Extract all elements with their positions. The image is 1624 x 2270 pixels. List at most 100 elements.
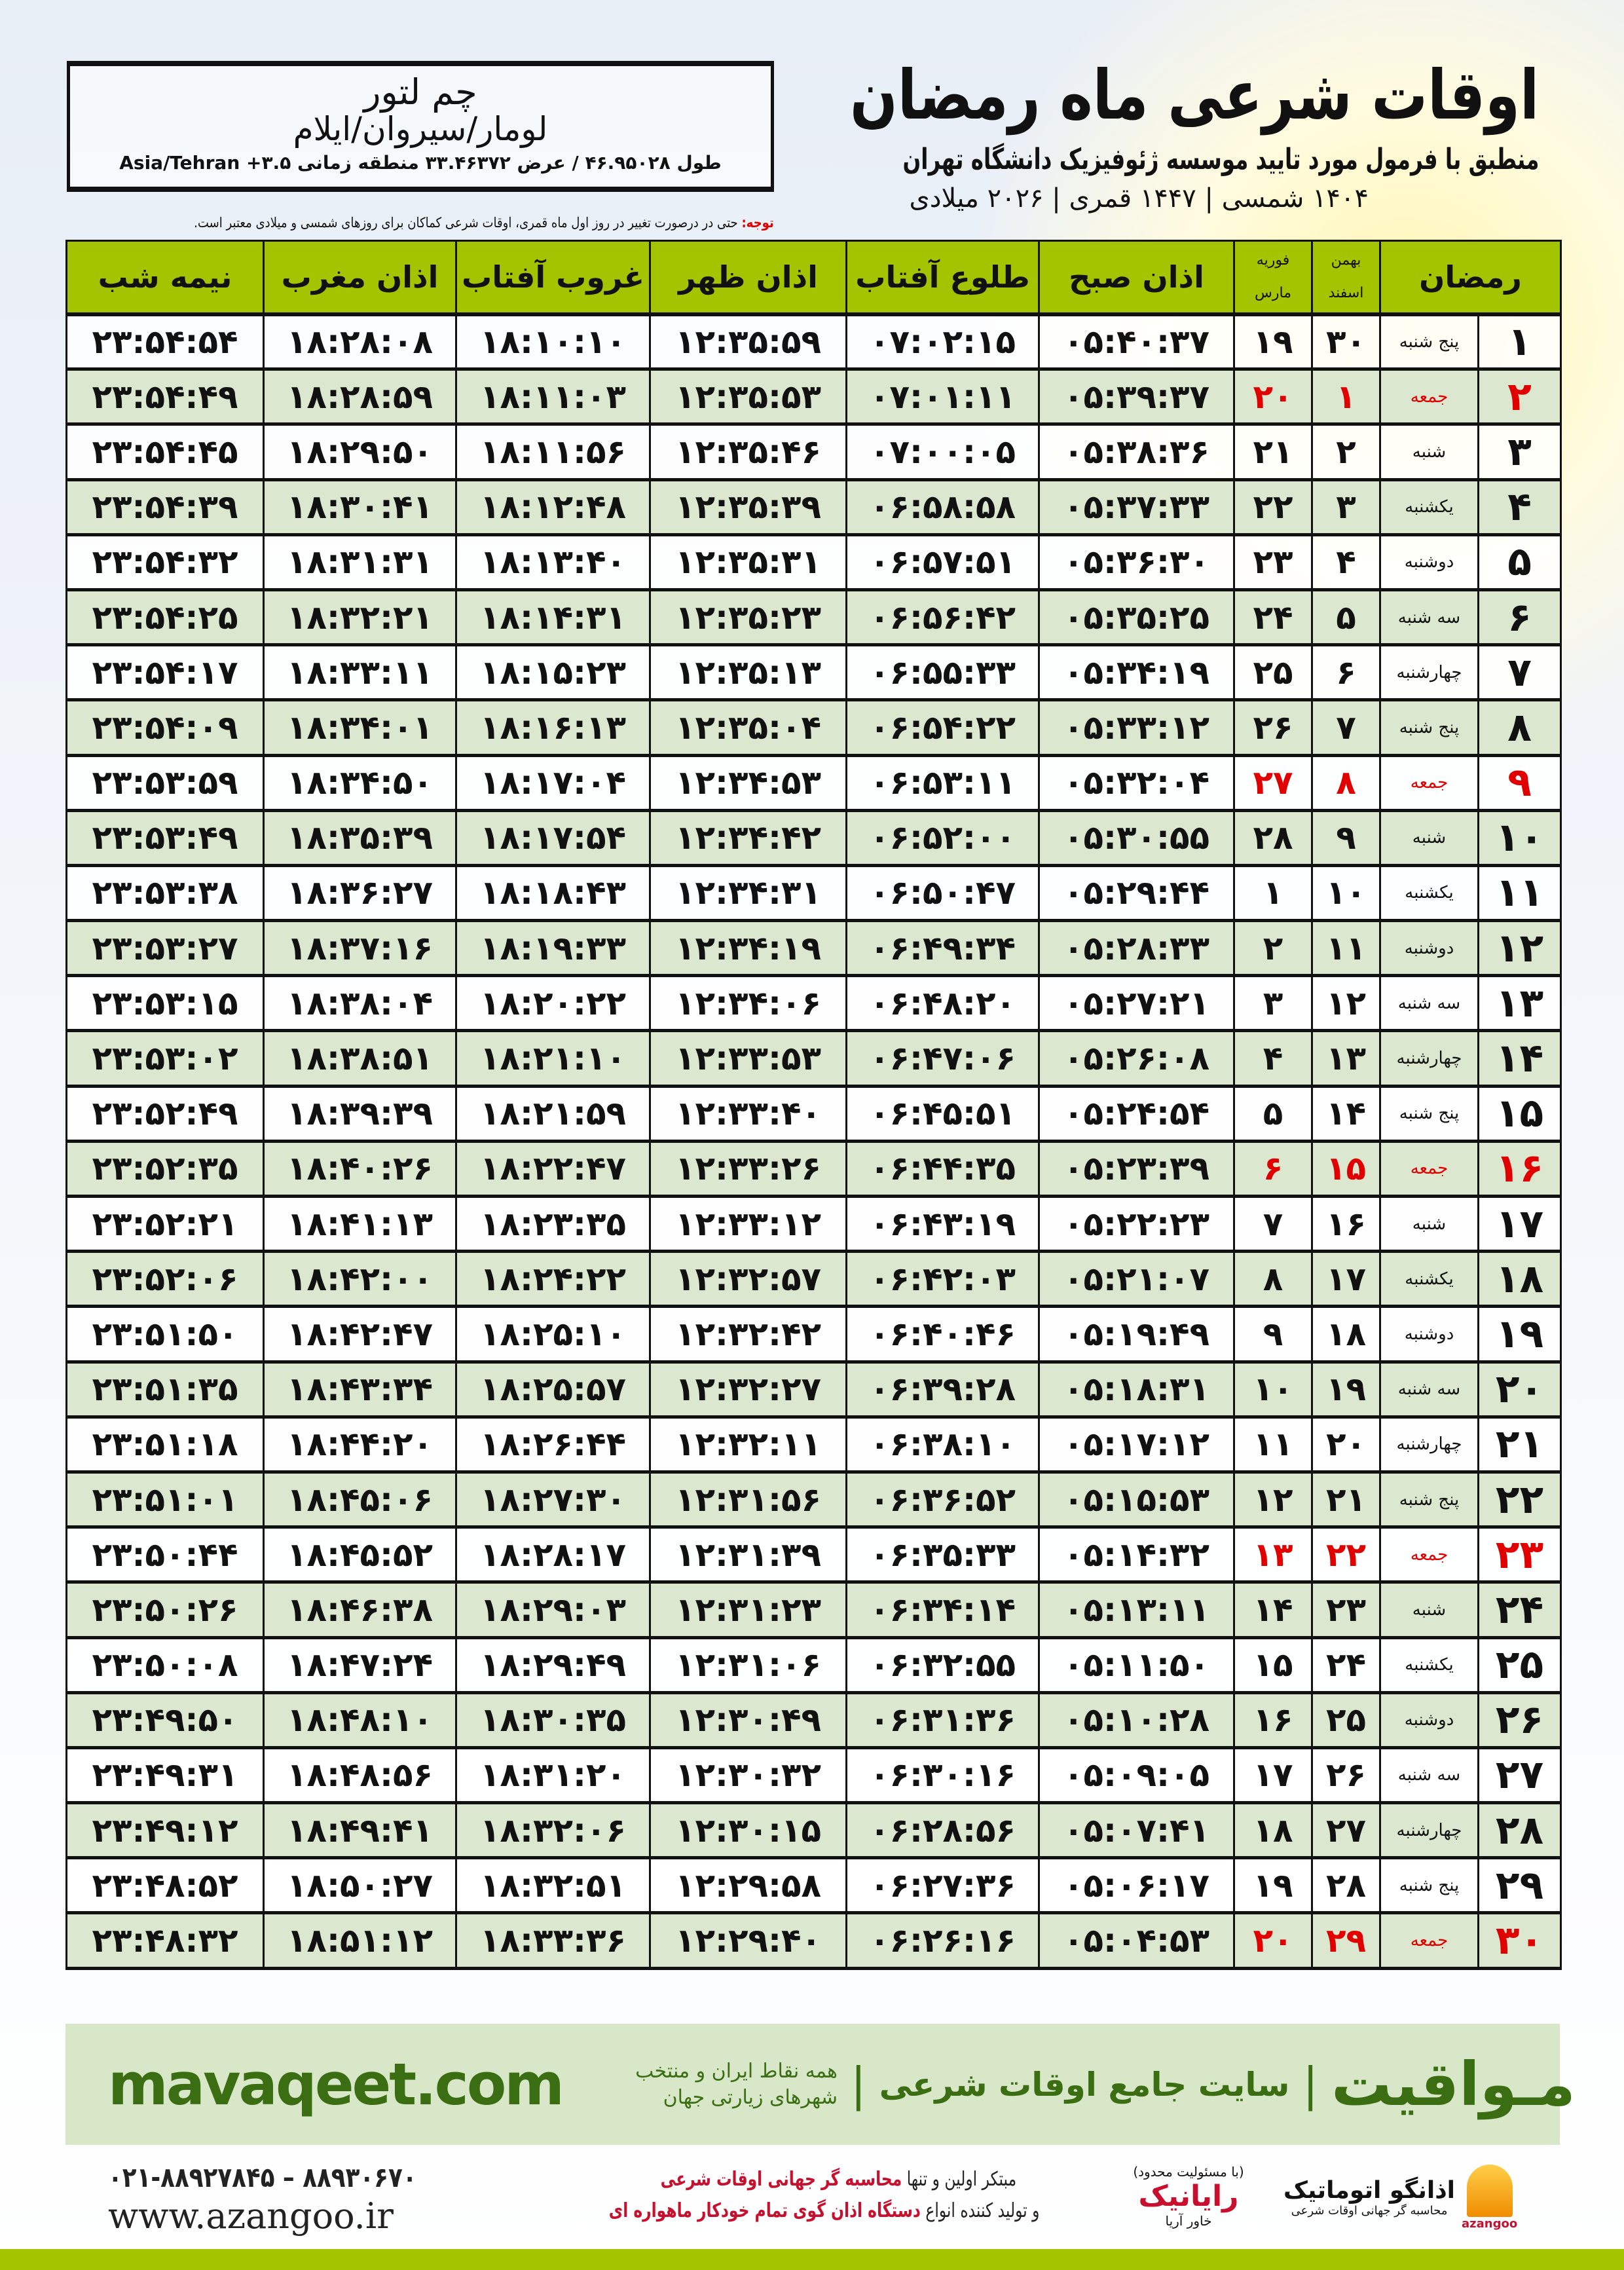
cell-gregorian-day: ۸ bbox=[1233, 1250, 1313, 1309]
cell-gregorian-day: ۲۸ bbox=[1233, 809, 1313, 867]
cell-dhuhr: ۱۲:۳۱:۰۶ bbox=[649, 1636, 847, 1694]
cell-maghrib: ۱۸:۴۸:۱۰ bbox=[263, 1691, 457, 1749]
cell-fajr: ۰۵:۴۰:۳۷ bbox=[1038, 312, 1235, 371]
cell-ramadan: ۲۰ bbox=[1477, 1360, 1562, 1419]
cell-gregorian-day: ۱۹ bbox=[1233, 312, 1313, 371]
cell-maghrib: ۱۸:۴۷:۲۴ bbox=[263, 1636, 457, 1694]
region-name: لومار/سیروان/ایلام bbox=[293, 110, 548, 148]
cell-fajr: ۰۵:۳۴:۱۹ bbox=[1038, 644, 1235, 702]
cell-maghrib: ۱۸:۲۹:۵۰ bbox=[263, 423, 457, 481]
cell-persian-day: ۲۴ bbox=[1311, 1636, 1381, 1694]
table-row: ۱۱ یکشنبه ۱۰ ۱ ۰۵:۲۹:۴۴ ۰۶:۵۰:۴۷ ۱۲:۳۴:۳۱ ۱۸:۱۸… bbox=[65, 864, 1562, 923]
cell-dhuhr: ۱۲:۳۴:۱۹ bbox=[649, 920, 847, 978]
cell-fajr: ۰۵:۰۹:۰۵ bbox=[1038, 1746, 1235, 1805]
cell-fajr: ۰۵:۳۹:۳۷ bbox=[1038, 368, 1235, 426]
cell-ramadan: ۲۵ bbox=[1477, 1636, 1562, 1694]
cell-dhuhr: ۱۲:۳۰:۱۵ bbox=[649, 1802, 847, 1860]
cell-sunset: ۱۸:۱۵:۲۳ bbox=[455, 644, 651, 702]
cell-maghrib: ۱۸:۴۰:۲۶ bbox=[263, 1140, 457, 1199]
table-row: ۲۸ چهارشنبه ۲۷ ۱۸ ۰۵:۰۷:۴۱ ۰۶:۲۸:۵۶ ۱۲:۳۰:۱۵ ۱۸… bbox=[65, 1802, 1562, 1860]
cell-dhuhr: ۱۲:۳۱:۵۶ bbox=[649, 1470, 847, 1529]
cell-sunrise: ۰۶:۳۲:۵۵ bbox=[845, 1636, 1040, 1694]
cell-maghrib: ۱۸:۳۶:۲۷ bbox=[263, 864, 457, 923]
cell-persian-day: ۸ bbox=[1311, 754, 1381, 812]
cell-sunrise: ۰۶:۳۰:۱۶ bbox=[845, 1746, 1040, 1805]
cell-weekday: سه شنبه bbox=[1378, 588, 1480, 647]
cell-dhuhr: ۱۲:۳۲:۴۲ bbox=[649, 1305, 847, 1364]
header-dhuhr: اذان ظهر bbox=[649, 240, 847, 316]
cell-ramadan: ۱۶ bbox=[1477, 1140, 1562, 1199]
cell-weekday: دوشنبه bbox=[1378, 533, 1480, 591]
cell-dhuhr: ۱۲:۳۱:۳۹ bbox=[649, 1526, 847, 1584]
cell-sunset: ۱۸:۲۹:۴۹ bbox=[455, 1636, 651, 1694]
cell-gregorian-day: ۲ bbox=[1233, 920, 1313, 978]
cell-dhuhr: ۱۲:۳۳:۵۳ bbox=[649, 1030, 847, 1088]
note-text: حتی در درصورت تغییر در روز اول ماه قمری،… bbox=[194, 215, 742, 231]
cell-maghrib: ۱۸:۴۸:۵۶ bbox=[263, 1746, 457, 1805]
cell-sunset: ۱۸:۳۰:۳۵ bbox=[455, 1691, 651, 1749]
cell-gregorian-day: ۳ bbox=[1233, 975, 1313, 1033]
cell-ramadan: ۱۱ bbox=[1477, 864, 1562, 923]
cell-dhuhr: ۱۲:۳۲:۱۱ bbox=[649, 1415, 847, 1474]
footer: ۰۲۱-۸۸۹۲۷۸۴۵ – ۸۸۹۳۰۶۷۰ www.azangoo.ir م… bbox=[65, 2161, 1560, 2237]
cell-sunset: ۱۸:۳۳:۳۶ bbox=[455, 1912, 651, 1970]
cell-midnight: ۲۳:۴۹:۵۰ bbox=[65, 1691, 265, 1749]
cell-midnight: ۲۳:۵۰:۲۶ bbox=[65, 1581, 265, 1639]
cell-midnight: ۲۳:۵۴:۳۲ bbox=[65, 533, 265, 591]
cell-ramadan: ۷ bbox=[1477, 644, 1562, 702]
slogan-2a: و تولید کننده انواع bbox=[920, 2199, 1040, 2222]
cell-sunrise: ۰۶:۵۲:۰۰ bbox=[845, 809, 1040, 867]
cell-persian-day: ۲۹ bbox=[1311, 1912, 1381, 1970]
cell-sunrise: ۰۶:۳۱:۳۶ bbox=[845, 1691, 1040, 1749]
slogan-1b: محاسبه گر جهانی اوقات شرعی bbox=[660, 2168, 902, 2191]
cell-dhuhr: ۱۲:۳۳:۴۰ bbox=[649, 1085, 847, 1143]
header-esfand: اسفند bbox=[1328, 284, 1364, 301]
cell-dhuhr: ۱۲:۳۲:۲۷ bbox=[649, 1360, 847, 1419]
header-gregorian-month: فوریه مارس bbox=[1233, 240, 1313, 316]
cell-maghrib: ۱۸:۴۹:۴۱ bbox=[263, 1802, 457, 1860]
cell-weekday: پنج شنبه bbox=[1378, 699, 1480, 757]
azangoo-website[interactable]: www.azangoo.ir bbox=[108, 2195, 394, 2237]
cell-maghrib: ۱۸:۳۸:۵۱ bbox=[263, 1030, 457, 1088]
cell-ramadan: ۸ bbox=[1477, 699, 1562, 757]
cell-maghrib: ۱۸:۴۶:۳۸ bbox=[263, 1581, 457, 1639]
mavaqeet-url[interactable]: mavaqeet.com bbox=[108, 2051, 564, 2118]
table-row: ۲۵ یکشنبه ۲۴ ۱۵ ۰۵:۱۱:۵۰ ۰۶:۳۲:۵۵ ۱۲:۳۱:۰۶ ۱۸:۲… bbox=[65, 1636, 1562, 1694]
cell-fajr: ۰۵:۳۳:۱۲ bbox=[1038, 699, 1235, 757]
cell-gregorian-day: ۱۵ bbox=[1233, 1636, 1313, 1694]
phone-numbers: ۰۲۱-۸۸۹۲۷۸۴۵ – ۸۸۹۳۰۶۷۰ bbox=[108, 2161, 417, 2193]
table-row: ۱ پنج شنبه ۳۰ ۱۹ ۰۵:۴۰:۳۷ ۰۷:۰۲:۱۵ ۱۲:۳۵:۵۹ ۱۸:… bbox=[65, 312, 1562, 371]
cell-ramadan: ۱۷ bbox=[1477, 1195, 1562, 1254]
cell-sunrise: ۰۷:۰۱:۱۱ bbox=[845, 368, 1040, 426]
cell-fajr: ۰۵:۳۶:۳۰ bbox=[1038, 533, 1235, 591]
cell-maghrib: ۱۸:۳۴:۵۰ bbox=[263, 754, 457, 812]
cell-ramadan: ۲۹ bbox=[1477, 1857, 1562, 1915]
cell-sunrise: ۰۶:۵۷:۵۱ bbox=[845, 533, 1040, 591]
table-row: ۲۳ جمعه ۲۲ ۱۳ ۰۵:۱۴:۳۲ ۰۶:۳۵:۳۳ ۱۲:۳۱:۳۹ ۱۸:۲۸:… bbox=[65, 1526, 1562, 1584]
header-february: فوریه bbox=[1256, 251, 1290, 269]
header-midnight: نیمه شب bbox=[65, 240, 265, 316]
cell-sunset: ۱۸:۲۶:۴۴ bbox=[455, 1415, 651, 1474]
cell-midnight: ۲۳:۵۲:۴۹ bbox=[65, 1085, 265, 1143]
cell-fajr: ۰۵:۱۸:۳۱ bbox=[1038, 1360, 1235, 1419]
cell-fajr: ۰۵:۳۰:۵۵ bbox=[1038, 809, 1235, 867]
table-row: ۱۵ پنج شنبه ۱۴ ۵ ۰۵:۲۴:۵۴ ۰۶:۴۵:۵۱ ۱۲:۳۳:۴۰ ۱۸:… bbox=[65, 1085, 1562, 1143]
cell-weekday: جمعه bbox=[1378, 754, 1480, 812]
table-row: ۱۶ جمعه ۱۵ ۶ ۰۵:۲۳:۳۹ ۰۶:۴۴:۳۵ ۱۲:۳۳:۲۶ ۱۸:۲۲:۴… bbox=[65, 1140, 1562, 1199]
cell-fajr: ۰۵:۳۵:۲۵ bbox=[1038, 588, 1235, 647]
city-name: چم لتور bbox=[363, 71, 477, 113]
cell-weekday: یکشنبه bbox=[1378, 1250, 1480, 1309]
table-row: ۲۶ دوشنبه ۲۵ ۱۶ ۰۵:۱۰:۲۸ ۰۶:۳۱:۳۶ ۱۲:۳۰:۴۹ ۱۸:۳… bbox=[65, 1691, 1562, 1749]
table-row: ۲ جمعه ۱ ۲۰ ۰۵:۳۹:۳۷ ۰۷:۰۱:۱۱ ۱۲:۳۵:۵۳ ۱۸:۱۱:۰۳… bbox=[65, 368, 1562, 426]
header-sunrise: طلوع آفتاب bbox=[845, 240, 1040, 316]
cell-persian-day: ۹ bbox=[1311, 809, 1381, 867]
cell-gregorian-day: ۱۰ bbox=[1233, 1360, 1313, 1419]
cell-dhuhr: ۱۲:۲۹:۵۸ bbox=[649, 1857, 847, 1915]
cell-weekday: دوشنبه bbox=[1378, 1305, 1480, 1364]
cell-maghrib: ۱۸:۳۴:۰۱ bbox=[263, 699, 457, 757]
cell-dhuhr: ۱۲:۳۴:۳۱ bbox=[649, 864, 847, 923]
cell-midnight: ۲۳:۵۴:۴۵ bbox=[65, 423, 265, 481]
table-row: ۲۷ سه شنبه ۲۶ ۱۷ ۰۵:۰۹:۰۵ ۰۶:۳۰:۱۶ ۱۲:۳۰:۳۲ ۱۸:… bbox=[65, 1746, 1562, 1805]
cell-ramadan: ۹ bbox=[1477, 754, 1562, 812]
cell-weekday: چهارشنبه bbox=[1378, 1030, 1480, 1088]
